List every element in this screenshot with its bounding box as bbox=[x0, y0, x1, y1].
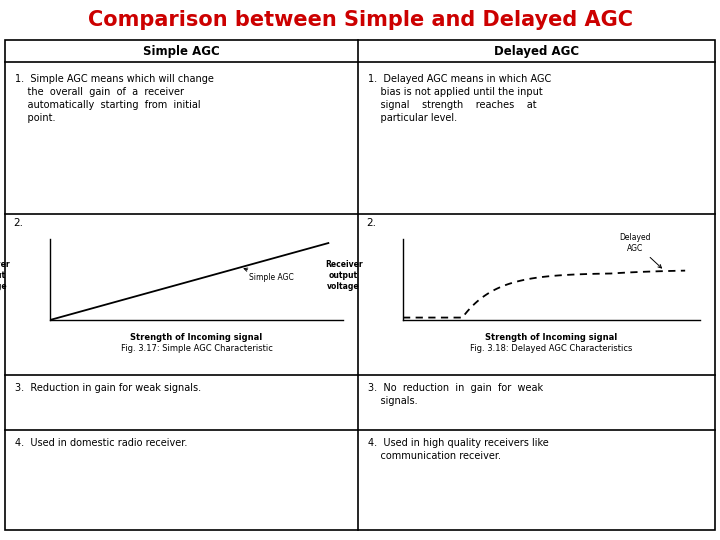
Text: Delayed AGC: Delayed AGC bbox=[494, 44, 579, 57]
Text: 4.  Used in domestic radio receiver.: 4. Used in domestic radio receiver. bbox=[15, 438, 187, 448]
Text: 2.: 2. bbox=[13, 218, 23, 228]
Text: Simple AGC: Simple AGC bbox=[244, 268, 294, 282]
Text: signals.: signals. bbox=[368, 396, 418, 406]
Text: 4.  Used in high quality receivers like: 4. Used in high quality receivers like bbox=[368, 438, 549, 448]
Text: communication receiver.: communication receiver. bbox=[368, 451, 501, 461]
Text: Comparison between Simple and Delayed AGC: Comparison between Simple and Delayed AG… bbox=[88, 10, 632, 30]
Text: Fig. 3.18: Delayed AGC Characteristics: Fig. 3.18: Delayed AGC Characteristics bbox=[470, 345, 633, 353]
Text: automatically  starting  from  initial: automatically starting from initial bbox=[15, 100, 201, 110]
Text: Receiver
output
voltage: Receiver output voltage bbox=[325, 260, 362, 291]
Text: Delayed
AGC: Delayed AGC bbox=[619, 233, 662, 268]
Text: 1.  Simple AGC means which will change: 1. Simple AGC means which will change bbox=[15, 74, 214, 84]
Text: 3.  Reduction in gain for weak signals.: 3. Reduction in gain for weak signals. bbox=[15, 383, 201, 393]
Text: Simple AGC: Simple AGC bbox=[143, 44, 220, 57]
Text: 2.: 2. bbox=[366, 218, 376, 228]
Text: Receiver
output
voltage: Receiver output voltage bbox=[0, 260, 10, 291]
Text: Fig. 3.17: Simple AGC Characteristic: Fig. 3.17: Simple AGC Characteristic bbox=[120, 345, 272, 353]
Text: the  overall  gain  of  a  receiver: the overall gain of a receiver bbox=[15, 87, 184, 97]
Text: signal    strength    reaches    at: signal strength reaches at bbox=[368, 100, 536, 110]
Text: particular level.: particular level. bbox=[368, 113, 457, 123]
Text: Strength of Incoming signal: Strength of Incoming signal bbox=[130, 333, 263, 342]
Text: 1.  Delayed AGC means in which AGC: 1. Delayed AGC means in which AGC bbox=[368, 74, 552, 84]
Text: Strength of Incoming signal: Strength of Incoming signal bbox=[485, 333, 618, 342]
Text: point.: point. bbox=[15, 113, 55, 123]
Text: 3.  No  reduction  in  gain  for  weak: 3. No reduction in gain for weak bbox=[368, 383, 543, 393]
Text: bias is not applied until the input: bias is not applied until the input bbox=[368, 87, 543, 97]
